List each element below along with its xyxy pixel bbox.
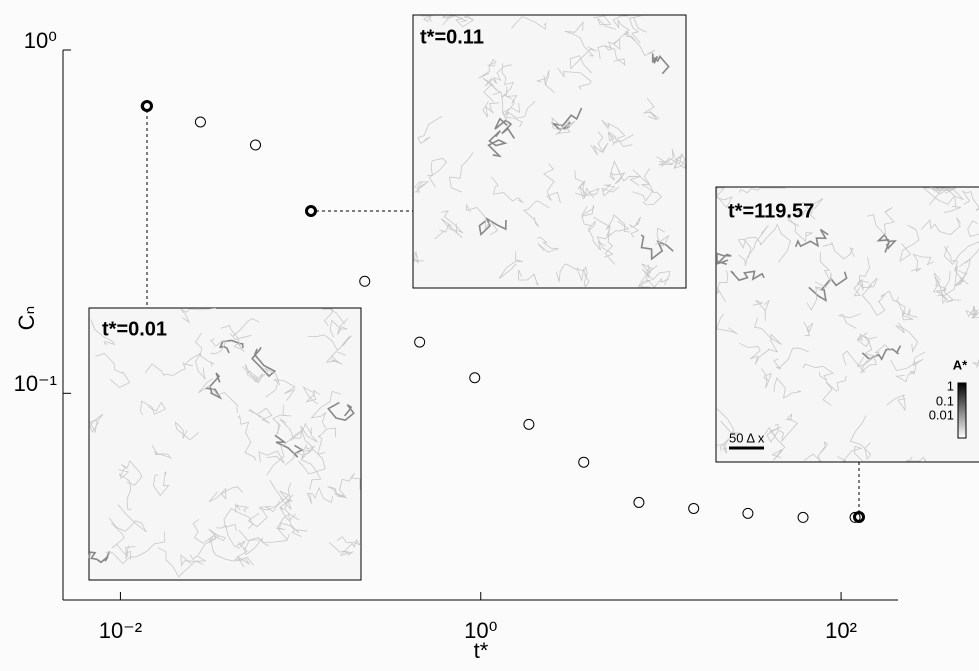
inset-label: t*=119.57 — [728, 200, 814, 222]
y-tick-label: 10⁻¹ — [14, 371, 57, 396]
scale-bar-label: 50 Δ x — [729, 430, 765, 445]
chart: t*=0.01 t*=0.11 t*=119.57 A* 1 0.1 0.01 … — [0, 0, 979, 671]
colorbar-label: 0.01 — [929, 407, 954, 422]
colorbar — [958, 383, 966, 438]
x-tick-label: 10⁰ — [464, 618, 497, 643]
colorbar-title: A* — [953, 357, 968, 372]
inset-label: t*=0.11 — [420, 26, 484, 48]
inset-label: t*=0.01 — [102, 318, 167, 340]
colorbar-label: 0.1 — [936, 393, 954, 408]
x-tick-label: 10² — [825, 618, 857, 643]
colorbar-label: 1 — [947, 378, 954, 393]
x-tick-label: 10⁻² — [99, 618, 142, 643]
y-tick-label: 10⁰ — [24, 28, 57, 53]
y-axis-label: Cₙ — [14, 306, 39, 331]
